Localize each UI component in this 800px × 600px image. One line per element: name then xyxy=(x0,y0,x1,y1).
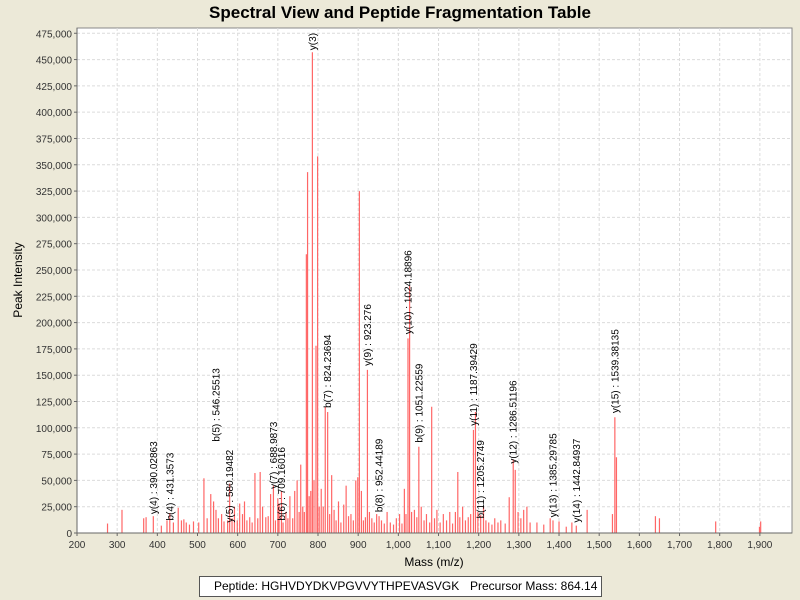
peak-annotation-label: b(9) : 1051.22559 xyxy=(414,363,425,442)
y-tick-label: 225,000 xyxy=(36,292,73,303)
y-tick-label: 375,000 xyxy=(36,134,73,145)
x-tick-label: 700 xyxy=(269,540,286,551)
peak-annotation-label: y(15) : 1539.38135 xyxy=(610,329,621,413)
x-tick-label: 1,800 xyxy=(707,540,732,551)
x-tick-label: 1,300 xyxy=(506,540,531,551)
x-tick-label: 900 xyxy=(350,540,367,551)
x-tick-label: 800 xyxy=(310,540,327,551)
peak-annotation-label: y(5) : 580.19482 xyxy=(225,449,236,522)
plot-area[interactable] xyxy=(76,27,793,534)
peptide-info-box: Peptide: HGHVDYDKVPGVVYTHPEVASVGK Precur… xyxy=(199,576,602,597)
y-tick-label: 75,000 xyxy=(41,450,72,461)
x-tick-label: 600 xyxy=(229,540,246,551)
x-tick-label: 1,400 xyxy=(547,540,572,551)
x-tick-label: 1,100 xyxy=(426,540,451,551)
y-tick-label: 300,000 xyxy=(36,213,73,224)
x-tick-label: 1,700 xyxy=(667,540,692,551)
peak-annotation-label: y(12) : 1286.51196 xyxy=(509,380,520,464)
y-tick-label: 475,000 xyxy=(36,29,73,40)
peak-layer xyxy=(106,52,762,533)
y-tick-label: 250,000 xyxy=(36,266,73,277)
peak-annotation-label: y(11) : 1187.39429 xyxy=(469,343,480,426)
y-tick-label: 425,000 xyxy=(36,82,73,93)
y-axis-label: Peak Intensity xyxy=(11,242,25,317)
x-axis-label: Mass (m/z) xyxy=(404,555,463,569)
peak-annotation-label: b(6) : 709.16016 xyxy=(277,447,288,521)
peak-annotation-label: y(10) : 1024.18896 xyxy=(403,250,414,334)
peak-annotation-label: b(8) : 952.44189 xyxy=(375,438,386,512)
peak-annotation-label: b(11) : 1205.2749 xyxy=(476,440,487,519)
y-tick-label: 125,000 xyxy=(36,397,73,408)
grid-layer xyxy=(76,28,792,533)
y-tick-label: 325,000 xyxy=(36,187,73,198)
x-tick-label: 1,500 xyxy=(587,540,612,551)
x-tick-label: 400 xyxy=(149,540,166,551)
peak-annotation-label: b(4) : 431.3573 xyxy=(165,452,176,520)
x-tick-label: 1,000 xyxy=(386,540,411,551)
y-tick-label: 50,000 xyxy=(41,476,72,487)
y-tick-label: 400,000 xyxy=(36,108,73,119)
y-tick-label: 175,000 xyxy=(36,345,73,356)
peak-annotation-label: y(7) : 688.9873 xyxy=(269,421,280,489)
x-tick-label: 1,600 xyxy=(627,540,652,551)
x-tick-label: 500 xyxy=(189,540,206,551)
chart-title: Spectral View and Peptide Fragmentation … xyxy=(209,3,591,22)
x-tick-label: 300 xyxy=(109,540,126,551)
peptide-sequence: Peptide: HGHVDYDKVPGVVYTHPEVASVGK xyxy=(214,579,460,593)
peak-annotation-label: y(9) : 923.276 xyxy=(363,304,374,366)
x-tick-label: 200 xyxy=(69,540,86,551)
x-tick-label: 1,900 xyxy=(747,540,772,551)
x-tick-label: 1,200 xyxy=(466,540,491,551)
peak-annotation-label: b(7) : 824.23694 xyxy=(323,334,334,408)
y-tick-label: 350,000 xyxy=(36,161,73,172)
y-tick-label: 275,000 xyxy=(36,240,73,251)
peak-annotation-label: b(5) : 546.25513 xyxy=(211,368,222,442)
annotation-layer: y(3) b(7) : 824.23694 y(9) : 923.276 y(10) … xyxy=(149,33,622,523)
peak-annotation-label: y(4) : 390.02863 xyxy=(149,441,160,514)
precursor-mass: Precursor Mass: 864.14 xyxy=(470,579,598,593)
y-tick-label: 0 xyxy=(66,529,72,540)
y-tick-label: 450,000 xyxy=(36,56,73,67)
peak-annotation-label: y(13) : 1385.29785 xyxy=(548,433,559,517)
peak-annotation-label: y(3) xyxy=(308,33,319,50)
y-tick-label: 100,000 xyxy=(36,424,73,435)
peak-annotation-label: y(14) : 1442.84937 xyxy=(572,438,583,522)
axis-layer: 0 25,000 50,000 75,000 100,000 125,000 150,000… xyxy=(36,28,792,551)
y-tick-label: 200,000 xyxy=(36,319,73,330)
y-tick-label: 150,000 xyxy=(36,371,73,382)
y-tick-label: 25,000 xyxy=(41,503,72,514)
